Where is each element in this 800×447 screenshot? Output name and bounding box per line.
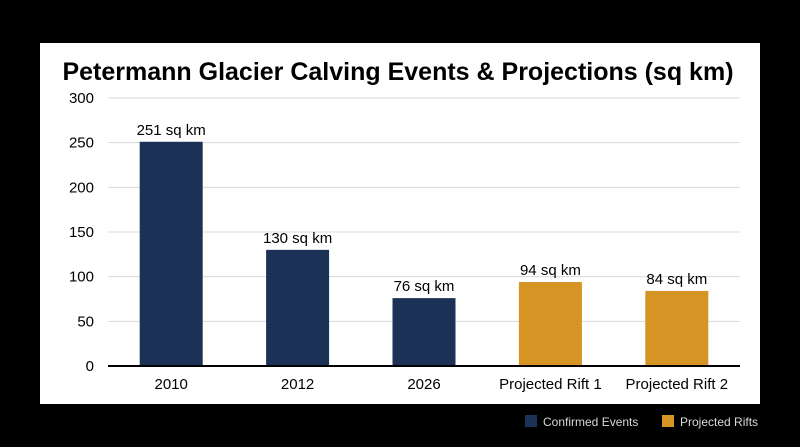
x-tick-label: 2012 xyxy=(281,376,314,393)
y-tick-label: 300 xyxy=(69,90,94,107)
y-tick-label: 200 xyxy=(69,179,94,196)
legend-swatch-projected-rifts xyxy=(662,415,674,427)
y-tick-label: 150 xyxy=(69,224,94,241)
y-axis-ticks: 0 50 100 150 200 250 300 xyxy=(69,90,94,375)
y-tick-label: 250 xyxy=(69,135,94,152)
x-tick-label: Projected Rift 1 xyxy=(499,376,602,393)
legend: Confirmed Events Projected Rifts xyxy=(525,415,758,429)
data-label: 251 sq km xyxy=(137,122,206,139)
x-tick-label: 2026 xyxy=(407,376,440,393)
chart-title: Petermann Glacier Calving Events & Proje… xyxy=(62,58,733,86)
bar-2010 xyxy=(139,141,203,366)
data-label: 130 sq km xyxy=(263,230,332,247)
data-label: 84 sq km xyxy=(646,271,707,288)
x-tick-label: 2010 xyxy=(155,376,188,393)
bar-projected-rift-2 xyxy=(645,290,709,366)
data-label: 94 sq km xyxy=(520,262,581,279)
bar-projected-rift-1 xyxy=(518,282,582,366)
bar-2012 xyxy=(266,249,330,366)
data-label: 76 sq km xyxy=(394,278,455,295)
legend-swatch-confirmed-events xyxy=(525,415,537,427)
bars xyxy=(139,141,709,366)
x-axis-ticks: 2010 2012 2026 Projected Rift 1 Projected Ri… xyxy=(155,376,729,393)
legend-label-confirmed-events: Confirmed Events xyxy=(543,415,638,429)
data-labels: 251 sq km 130 sq km 76 sq km 94 sq km 84 sq … xyxy=(137,122,708,295)
legend-label-projected-rifts: Projected Rifts xyxy=(680,415,758,429)
y-tick-label: 50 xyxy=(77,313,94,330)
x-tick-label: Projected Rift 2 xyxy=(626,376,729,393)
y-tick-label: 0 xyxy=(86,358,94,375)
bar-2026 xyxy=(392,298,456,366)
y-tick-label: 100 xyxy=(69,269,94,286)
